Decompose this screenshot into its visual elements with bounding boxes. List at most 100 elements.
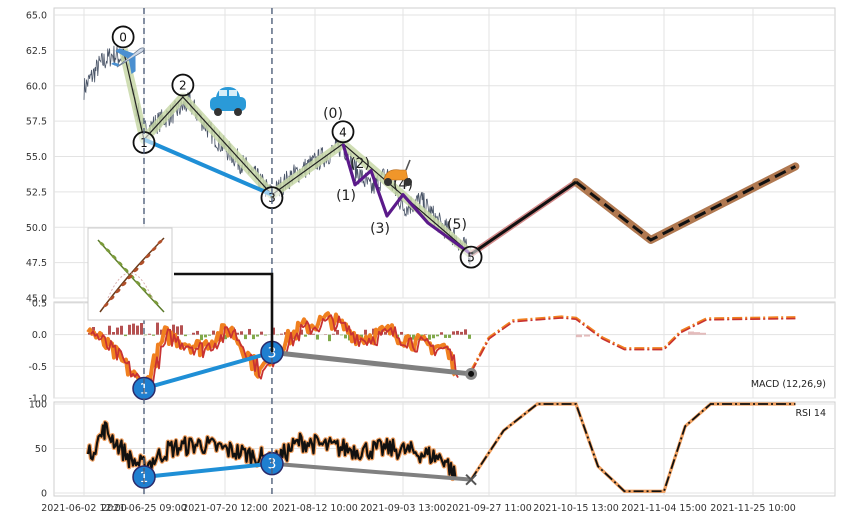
plant-leaf	[139, 260, 145, 266]
x-tick-label: 2021-06-25 09:00	[101, 503, 187, 514]
plant-leaf	[157, 239, 163, 245]
macd-histogram-bar	[312, 333, 315, 335]
car-body	[210, 97, 246, 111]
macd-histogram-bar	[204, 334, 207, 338]
macd-histogram-bar	[140, 322, 143, 335]
plant-leaf	[109, 295, 115, 301]
price-ytick-label: 62.5	[26, 46, 47, 57]
macd-histogram-bar	[340, 334, 343, 336]
macd-histogram-bar	[208, 334, 211, 336]
plant-leaf	[99, 241, 105, 247]
macd-gray-line	[271, 349, 472, 377]
car-wheel	[214, 108, 222, 116]
macd-histogram-bar	[440, 332, 443, 335]
macd-histogram-bar	[448, 334, 451, 338]
plant-leaf	[115, 288, 121, 294]
macd-ytick-label: 0.5	[32, 299, 47, 310]
macd-histogram-bar	[88, 332, 91, 335]
rsi-divergence-line	[143, 461, 273, 479]
macd-histogram-bar	[300, 329, 303, 335]
macd-histogram-bar	[468, 334, 471, 339]
macd-histogram-bar	[452, 331, 455, 335]
macd-histogram-bar	[180, 325, 183, 335]
macd-histogram-bar	[460, 331, 463, 335]
macd-histogram-bar	[120, 325, 123, 335]
projection-dashed	[575, 165, 797, 242]
macd-histogram-bar	[240, 331, 243, 335]
sub-wave-label: (0)	[323, 106, 343, 122]
scooter-icon	[383, 159, 412, 186]
macd-histogram-bar	[576, 334, 582, 338]
macd-histogram-bar	[436, 334, 439, 337]
macd-histogram-bar	[264, 334, 267, 336]
macd-histogram-bar	[464, 329, 467, 335]
price-ytick-label: 65.0	[26, 11, 47, 22]
sub-wave-label: (3)	[370, 221, 390, 237]
scooter-wheel	[384, 178, 392, 186]
price-ytick-label: 52.5	[26, 187, 47, 198]
x-tick-label: 2021-09-03 13:00	[360, 503, 446, 514]
macd-histogram-bar	[184, 334, 187, 337]
macd-histogram-bar	[400, 331, 403, 335]
macd-histogram-bar	[428, 334, 431, 340]
macd-histogram-bar	[280, 333, 283, 335]
sub-wave-label: (2)	[350, 156, 370, 172]
macd-histogram-bar	[212, 330, 215, 335]
x-tick-label: 2021-11-04 15:00	[621, 503, 707, 514]
rsi-projection	[470, 403, 796, 493]
price-ytick-label: 45.0	[26, 294, 47, 305]
thumbnail-connector	[174, 272, 274, 352]
macd-histogram-bar	[412, 334, 415, 340]
plant-leaf	[123, 267, 129, 273]
macd-histogram-bar	[196, 330, 199, 335]
rsi-marker-label: 1	[140, 470, 149, 486]
macd-histogram-bar	[456, 330, 459, 335]
x-tick-label: 2021-09-27 11:00	[446, 503, 532, 514]
price-frame	[53, 7, 836, 299]
macd-histogram-bar	[694, 332, 700, 335]
macd-panel: -1.0-0.50.00.513MACD (12,26,9)	[28, 299, 836, 405]
plant-leaf	[135, 280, 141, 286]
price-ytick-label: 55.0	[26, 152, 47, 163]
car-window	[229, 90, 237, 96]
car-wheel	[234, 108, 242, 116]
wave-point-marker	[331, 120, 355, 144]
macd-histogram-bar	[584, 334, 590, 337]
macd-histogram-bar	[200, 334, 203, 341]
macd-histogram-bar	[148, 333, 151, 335]
macd-histogram-bar	[364, 329, 367, 335]
macd-histogram-bar	[316, 334, 319, 340]
macd-histogram-bar	[256, 334, 259, 337]
wave-point-label: 2	[179, 79, 187, 93]
macd-signal-projection	[470, 317, 796, 373]
plant-leaf	[145, 253, 151, 259]
macd-ytick-label: -0.5	[28, 362, 47, 373]
macd-histogram-bar	[244, 334, 247, 340]
macd-ytick-label: 0.0	[32, 330, 47, 341]
macd-histogram-bar	[112, 332, 115, 335]
macd-histogram-bar	[236, 332, 239, 335]
plant-leaf	[121, 281, 127, 287]
scooter-handle	[405, 159, 411, 171]
price-ytick-label: 57.5	[26, 117, 47, 128]
macd-histogram-bar	[192, 332, 195, 335]
macd-histogram-bar	[172, 324, 175, 335]
macd-histogram-bar	[384, 332, 387, 335]
price-ytick-label: 47.5	[26, 258, 47, 269]
scooter-wheel	[404, 178, 412, 186]
plant-leaf	[103, 302, 109, 308]
plant-leaf	[133, 267, 139, 273]
plant-curve	[107, 272, 153, 299]
macd-projection	[469, 315, 796, 373]
macd-histogram-bar	[252, 334, 255, 340]
airplane-icon	[110, 47, 145, 75]
wave-point-marker	[171, 73, 195, 97]
sub-wave-label: (5)	[447, 217, 467, 233]
wave-point-label: 4	[339, 125, 347, 139]
macd-histogram-bar	[152, 334, 155, 336]
plant-leaf	[153, 300, 159, 305]
plant-leaf	[105, 248, 111, 253]
macd-histogram-bar	[144, 334, 147, 336]
